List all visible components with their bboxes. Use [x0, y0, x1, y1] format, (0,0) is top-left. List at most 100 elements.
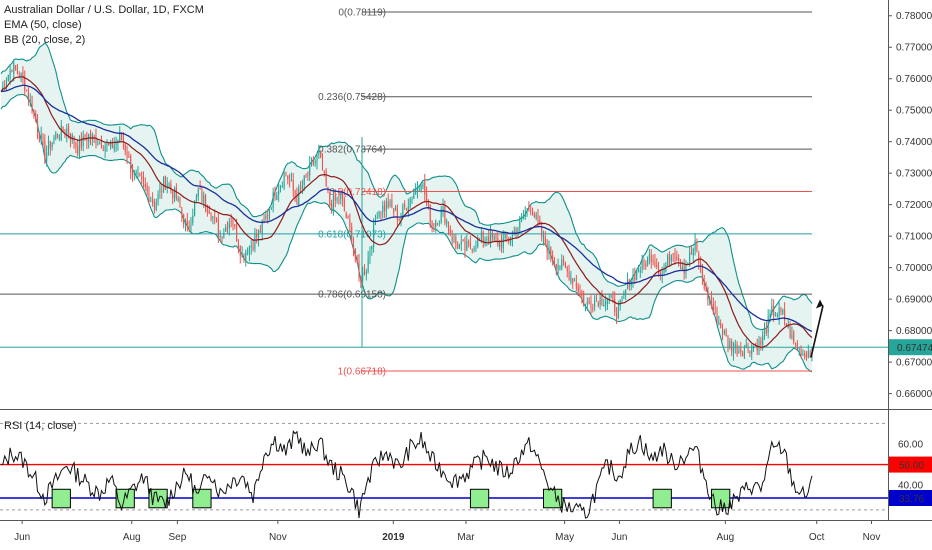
- candle-body: [537, 216, 539, 223]
- candle-body: [634, 274, 636, 281]
- ema-line: [0, 84, 813, 332]
- candle-body: [18, 74, 20, 78]
- candle-body: [442, 206, 444, 212]
- candle-body: [736, 344, 738, 355]
- candle-body: [358, 261, 360, 278]
- candle-body: [49, 141, 51, 150]
- candle-body: [208, 210, 210, 214]
- bollinger-bands: [0, 42, 813, 373]
- candle-body: [310, 161, 313, 164]
- candle-body: [82, 136, 84, 146]
- candle-body: [289, 180, 291, 182]
- candle-body: [535, 214, 537, 219]
- candlesticks: [2, 60, 813, 362]
- candle-body: [610, 296, 612, 298]
- price-tick-label: 0.67000: [896, 358, 932, 369]
- candle-body: [584, 304, 587, 306]
- time-tick-label: Nov: [269, 532, 287, 543]
- candle-body: [405, 209, 408, 211]
- candle-body: [168, 184, 170, 187]
- ema-legend: EMA (50, close): [4, 19, 82, 31]
- candle-body: [530, 210, 532, 212]
- candle-body: [807, 351, 809, 358]
- candle-body: [798, 347, 800, 349]
- candle-body: [464, 239, 466, 251]
- candle-body: [466, 241, 468, 251]
- rsi-line: [0, 430, 813, 519]
- candle-body: [749, 351, 751, 354]
- candle-body: [595, 299, 598, 301]
- candle-body: [161, 190, 163, 192]
- candle-body: [382, 205, 384, 213]
- candle-body: [667, 255, 669, 266]
- candle-body: [458, 243, 461, 249]
- candle-body: [579, 291, 581, 293]
- candle-body: [435, 220, 437, 227]
- candle-body: [597, 302, 599, 307]
- candle-body: [449, 228, 451, 235]
- candle-body: [581, 290, 583, 297]
- candle-body: [690, 253, 692, 255]
- candle-body: [539, 219, 541, 225]
- candle-body: [575, 282, 577, 288]
- candle-body: [654, 261, 656, 267]
- candle-body: [805, 358, 808, 360]
- candle-body: [345, 212, 347, 219]
- candle-body: [557, 265, 559, 270]
- candle-body: [475, 247, 477, 249]
- candle-body: [157, 193, 159, 203]
- candle-body: [528, 208, 530, 210]
- candle-body: [455, 237, 457, 244]
- candle-body: [334, 194, 336, 201]
- candle-body: [687, 262, 689, 264]
- candle-body: [102, 149, 104, 151]
- candle-body: [703, 279, 705, 289]
- candle-body: [588, 300, 590, 304]
- time-tick-label: Jun: [14, 532, 30, 543]
- time-tick-label: Oct: [809, 532, 825, 543]
- candle-body: [389, 201, 391, 207]
- candle-body: [572, 278, 574, 284]
- candle-body: [347, 216, 349, 219]
- candle-body: [268, 209, 271, 215]
- candle-body: [440, 209, 442, 223]
- candle-body: [493, 236, 495, 240]
- candle-body: [184, 220, 187, 224]
- candle-body: [31, 97, 33, 113]
- candle-body: [316, 154, 318, 163]
- candle-body: [795, 342, 797, 345]
- chart-title: Australian Dollar / U.S. Dollar, 1D, FXC…: [4, 4, 204, 16]
- candle-body: [283, 174, 285, 189]
- candle-body: [91, 133, 93, 140]
- candle-body: [729, 341, 731, 347]
- candle-body: [740, 348, 742, 353]
- candle-body: [99, 142, 101, 144]
- candle-body: [678, 258, 680, 261]
- price-tick-label: 0.76000: [896, 74, 932, 85]
- candle-body: [763, 328, 766, 334]
- candle-body: [751, 345, 753, 355]
- candle-body: [323, 171, 325, 173]
- candle-body: [53, 137, 55, 144]
- candle-body: [232, 219, 234, 227]
- candle-body: [462, 239, 464, 242]
- candle-body: [142, 177, 145, 183]
- candle-body: [181, 208, 183, 215]
- candle-body: [583, 293, 585, 306]
- candle-body: [424, 181, 426, 195]
- candle-body: [701, 267, 703, 278]
- candle-body: [637, 271, 640, 273]
- rsi-highlight-box: [711, 488, 731, 509]
- candle-body: [438, 220, 440, 222]
- candle-body: [146, 185, 148, 192]
- time-tick-label: Aug: [716, 532, 734, 543]
- candle-body: [789, 326, 791, 339]
- time-tick-label: Aug: [123, 532, 141, 543]
- candle-body: [694, 240, 696, 251]
- candle-body: [723, 330, 725, 334]
- candle-body: [791, 334, 793, 338]
- candle-body: [544, 236, 546, 245]
- candle-body: [566, 267, 568, 272]
- candle-body: [773, 305, 775, 317]
